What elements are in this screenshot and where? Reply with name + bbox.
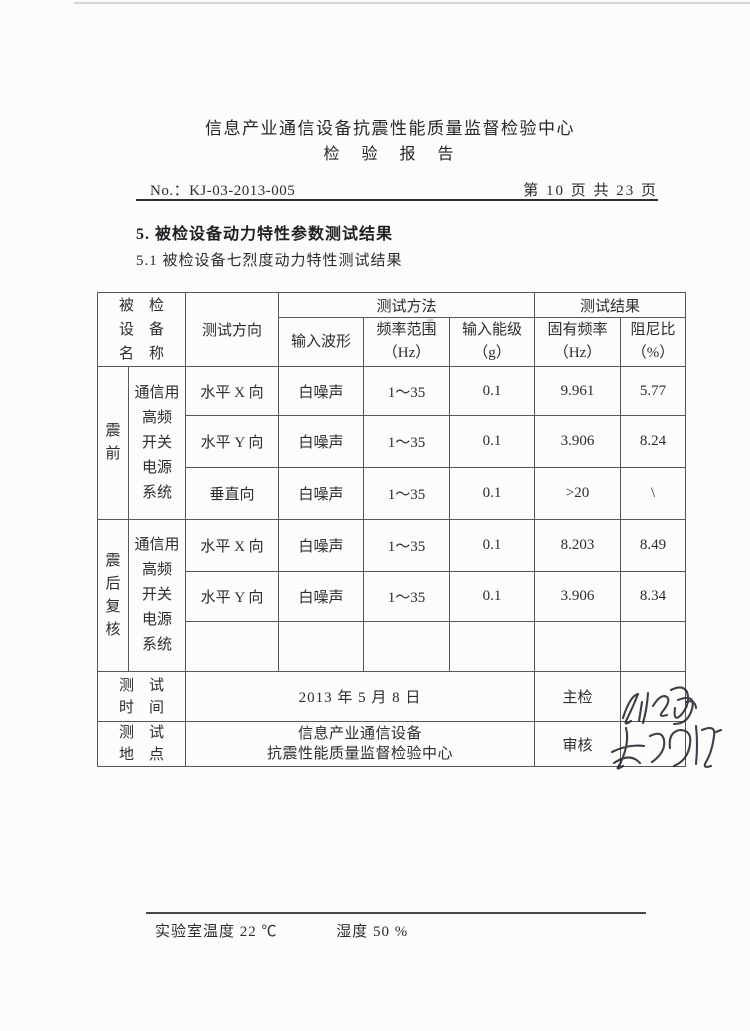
table-row: 震 后 复 核 通信用 高频 开关 电源 系统 水平 X 向 白噪声 1～35 … [97, 519, 686, 672]
report-number-row: No.：KJ-03-2013-005 第 10 页 共 23 页 [0, 179, 750, 199]
table-row: 垂直向 白噪声 1～35 0.1 >20 \ [98, 467, 686, 520]
cell-direction: 水平 X 向 [185, 366, 279, 416]
header-test-result-group: 测试结果 [534, 292, 686, 318]
header-divider-rule [136, 199, 658, 201]
lab-humidity: 湿度 50 % [336, 924, 409, 940]
cell-frequency-range: 1～35 [363, 366, 450, 416]
cell-input-level [449, 621, 535, 672]
footnote-rule [146, 912, 646, 914]
cell-direction: 水平 Y 向 [185, 415, 279, 468]
cell-waveform: 白噪声 [278, 467, 364, 520]
cell-input-level: 0.1 [449, 366, 535, 416]
cell-waveform: 白噪声 [278, 519, 364, 572]
cell-damping-ratio: 5.77 [620, 366, 686, 416]
cell-damping-ratio: 8.34 [620, 571, 686, 622]
header-damping-ratio: 阻尼比 （%） [620, 317, 686, 367]
stage-label-post-quake-recheck: 震 后 复 核 [97, 519, 129, 672]
cell-waveform: 白噪声 [278, 415, 364, 468]
lab-conditions: 实验室温度 22 ℃ 湿度 50 % [155, 920, 408, 941]
header-equipment-name: 被 检 设 备 名 称 [97, 292, 186, 367]
cell-natural-frequency: 9.961 [534, 366, 621, 416]
test-location-value: 信息产业通信设备 抗震性能质量监督检验中心 [185, 721, 535, 767]
organization-title: 信息产业通信设备抗震性能质量监督检验中心 [205, 119, 575, 138]
cell-natural-frequency: 3.906 [534, 571, 621, 622]
test-time-label: 测 试 时 间 [97, 671, 186, 722]
test-results-table: 被 检 设 备 名 称 测试方向 测试方法 测试结果 输入波形 频率范围 （Hz… [97, 292, 686, 767]
cell-direction: 水平 X 向 [185, 519, 279, 572]
cell-direction: 水平 Y 向 [185, 571, 279, 622]
cell-damping-ratio: \ [620, 467, 686, 520]
cell-natural-frequency: 3.906 [534, 415, 621, 468]
chief-inspector-signature-cell [620, 671, 686, 722]
cell-damping-ratio: 8.49 [620, 519, 686, 572]
equipment-name-cell: 通信用 高频 开关 电源 系统 [128, 519, 186, 672]
cell-frequency-range: 1～35 [363, 571, 450, 622]
cell-frequency-range [363, 621, 450, 672]
lab-temperature: 实验室温度 22 ℃ [155, 924, 278, 940]
scan-edge-artifact [74, 2, 750, 4]
cell-direction: 垂直向 [185, 467, 279, 520]
cell-waveform [278, 621, 364, 672]
chief-inspector-label: 主检 [534, 671, 621, 722]
test-time-value: 2013 年 5 月 8 日 [185, 671, 535, 722]
table-row: 水平 Y 向 白噪声 1～35 0.1 3.906 8.34 [98, 571, 686, 622]
test-time-row: 测 试 时 间 2013 年 5 月 8 日 主检 [97, 671, 686, 722]
test-location-label: 测 试 地 点 [97, 721, 186, 767]
test-location-row: 测 试 地 点 信息产业通信设备 抗震性能质量监督检验中心 审核 [97, 721, 686, 767]
cell-waveform: 白噪声 [278, 366, 364, 416]
cell-damping-ratio [620, 621, 686, 672]
table-row-empty [98, 621, 686, 672]
scan-smudge-artifact [426, 317, 435, 323]
cell-input-level: 0.1 [449, 467, 535, 520]
cell-input-level: 0.1 [449, 415, 535, 468]
stage-label-pre-quake: 震 前 [97, 366, 129, 520]
cell-frequency-range: 1～35 [363, 467, 450, 520]
table-row: 震 前 通信用 高频 开关 电源 系统 水平 X 向 白噪声 1～35 0.1 … [97, 366, 686, 520]
cell-frequency-range: 1～35 [363, 415, 450, 468]
cell-waveform: 白噪声 [278, 571, 364, 622]
header-input-level: 输入能级 （g） [449, 317, 535, 367]
cell-natural-frequency: 8.203 [534, 519, 621, 572]
table-row: 水平 Y 向 白噪声 1～35 0.1 3.906 8.24 [98, 415, 686, 468]
cell-natural-frequency: >20 [534, 467, 621, 520]
page-indicator: 第 10 页 共 23 页 [523, 183, 658, 199]
cell-natural-frequency [534, 621, 621, 672]
header-input-waveform: 输入波形 [278, 317, 364, 367]
equipment-name-cell: 通信用 高频 开关 电源 系统 [128, 366, 186, 520]
report-number: No.：KJ-03-2013-005 [150, 183, 296, 199]
section-heading: 5. 被检设备动力特性参数测试结果 [136, 226, 394, 243]
cell-frequency-range: 1～35 [363, 519, 450, 572]
reviewer-label: 审核 [534, 721, 621, 767]
header-test-method-group: 测试方法 [278, 292, 535, 318]
cell-input-level: 0.1 [449, 571, 535, 622]
header-natural-frequency: 固有频率 （Hz） [534, 317, 621, 367]
reviewer-signature-cell [620, 721, 686, 767]
report-title: 检 验 报 告 [323, 146, 463, 163]
cell-damping-ratio: 8.24 [620, 415, 686, 468]
cell-direction [185, 621, 279, 672]
header-frequency-range: 频率范围 （Hz） [363, 317, 450, 367]
section-subheading: 5.1 被检设备七烈度动力特性测试结果 [136, 253, 403, 269]
cell-input-level: 0.1 [449, 519, 535, 572]
header-test-direction: 测试方向 [185, 292, 279, 367]
